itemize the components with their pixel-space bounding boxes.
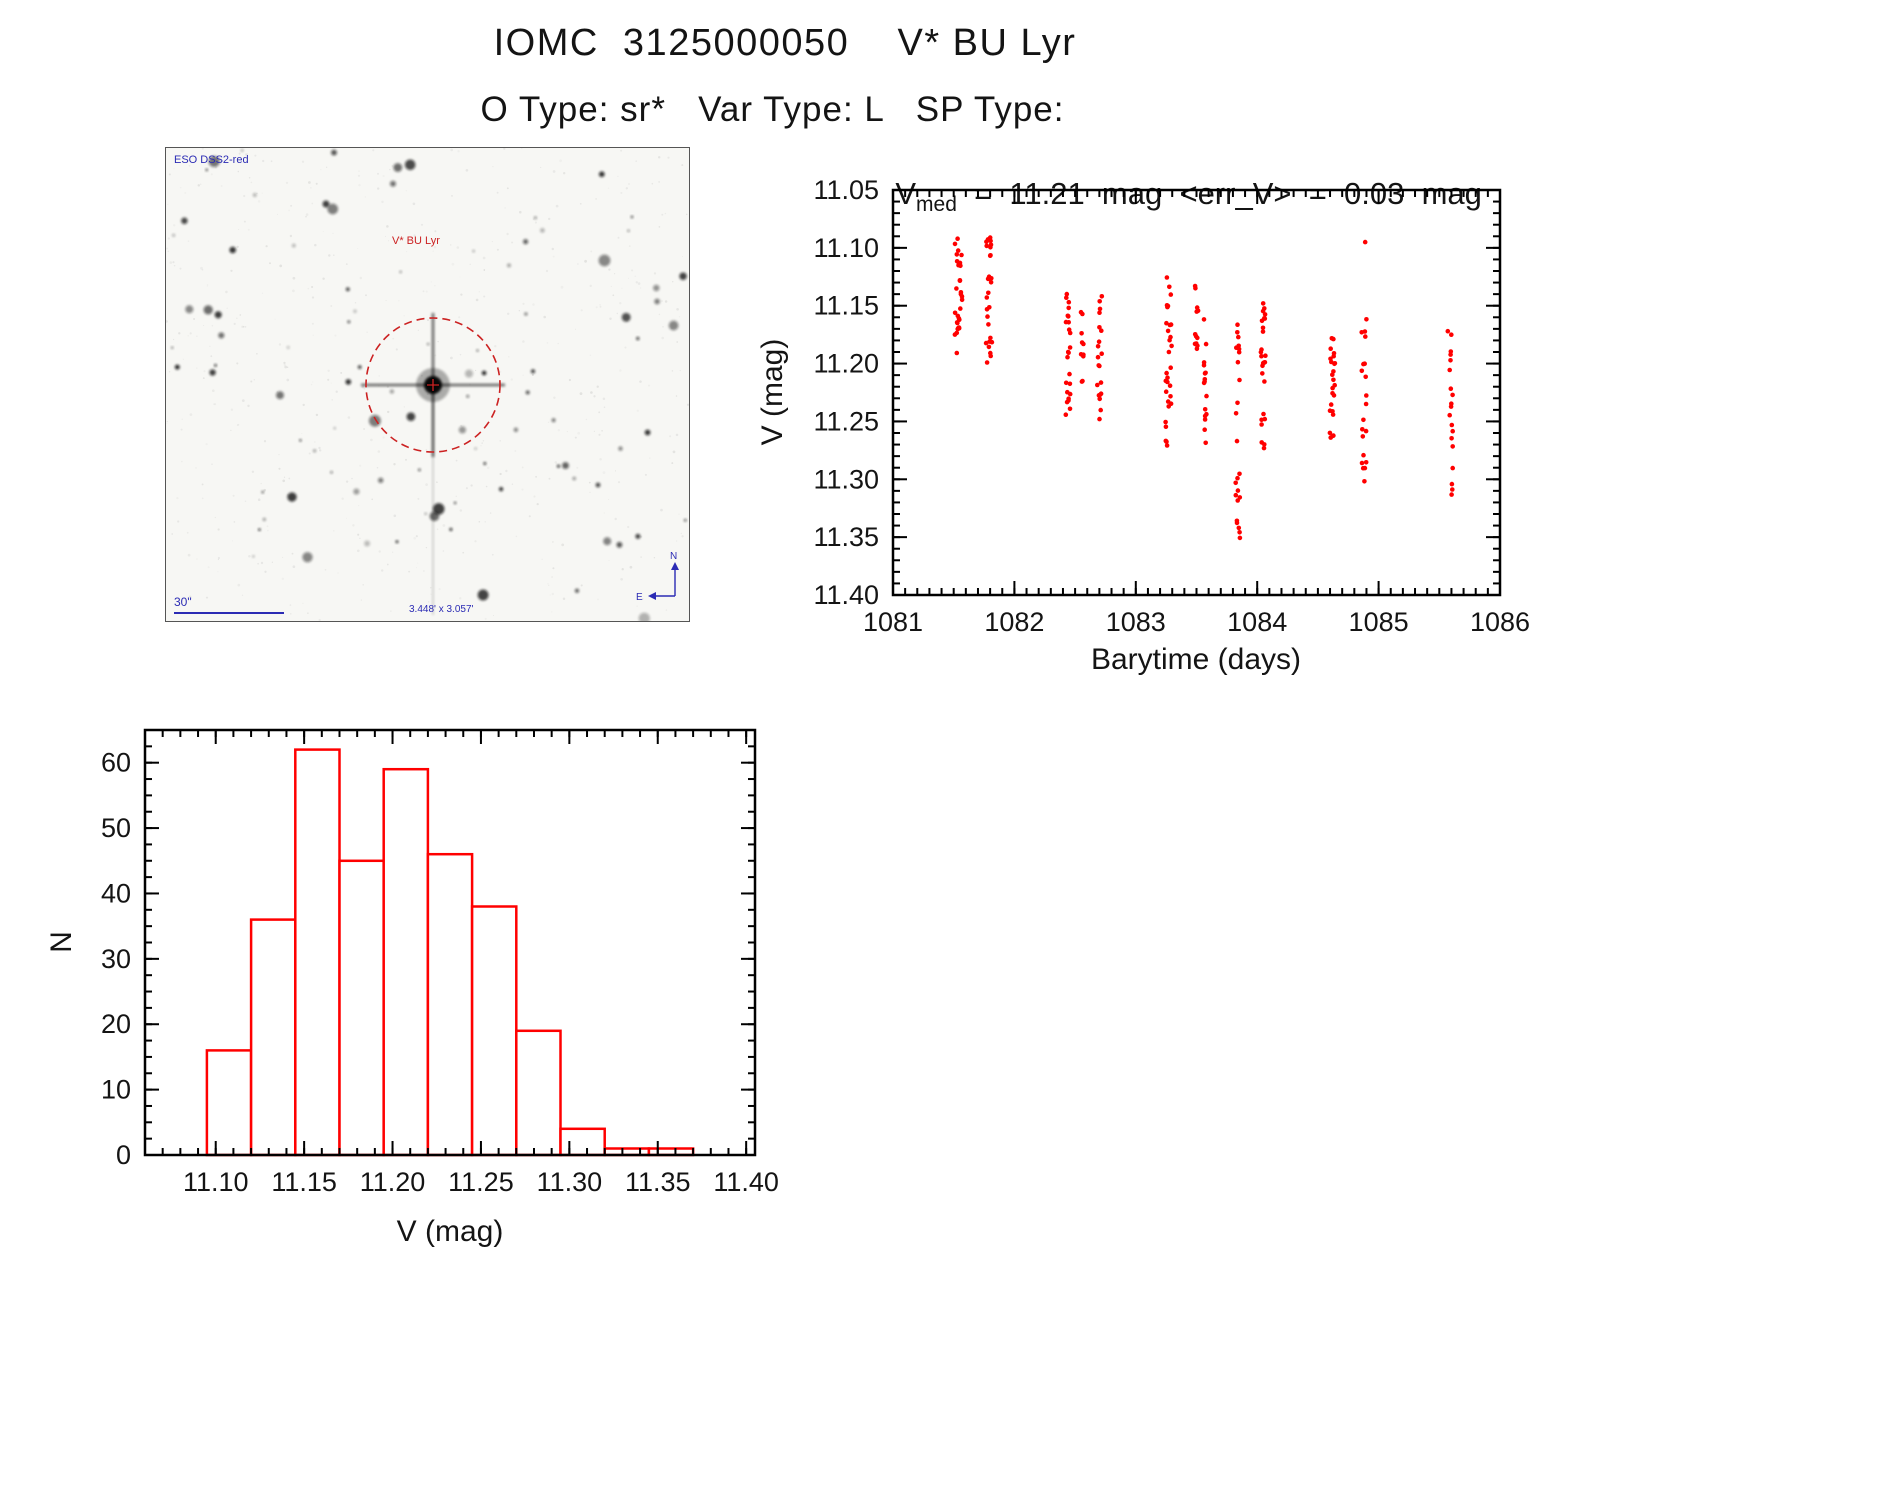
x-tick-label: 1083	[1106, 607, 1166, 637]
x-tick-label: 1086	[1470, 607, 1530, 637]
x-tick-label: 1081	[863, 607, 923, 637]
compass-icon: N E	[636, 551, 679, 603]
lightcurve-plot: 1081 1082 1083 1084 1085 1086 11.05 11.10 11.15 1…	[813, 175, 1530, 637]
x-tick-label: 11.40	[713, 1167, 779, 1197]
target-aperture-circle	[365, 317, 501, 453]
y-tick-label: 60	[101, 748, 131, 778]
histogram-bar	[249, 918, 297, 1157]
y-tick-label: 11.10	[813, 233, 879, 263]
compass-east-label: E	[636, 592, 643, 603]
y-tick-label: 0	[116, 1140, 131, 1170]
page-title: IOMC 3125000050 V* BU Lyr	[493, 22, 1077, 64]
histogram-x-axis-label: V (mag)	[396, 1215, 504, 1248]
y-tick-label: 11.20	[813, 349, 879, 379]
x-tick-label: 11.35	[625, 1167, 691, 1197]
target-marker-icon	[427, 379, 439, 391]
histogram-y-axis-label: N	[45, 931, 78, 953]
histogram-bar	[205, 1049, 253, 1157]
finder-chart-image: ESO DSS2-red V* BU Lyr 30" 3.448' x 3.05…	[166, 148, 689, 621]
y-tick-label: 11.15	[813, 291, 879, 321]
x-tick-label: 11.20	[360, 1167, 426, 1197]
x-tick-label: 1084	[1227, 607, 1287, 637]
lightcurve-y-axis-label: V (mag)	[756, 338, 789, 446]
lightcurve-x-axis-label: Barytime (days)	[1090, 643, 1302, 676]
lightcurve-title-suffix: = 11.21 mag <err_V> = 0.03 mag	[956, 176, 1482, 211]
histogram-bar	[515, 1029, 562, 1157]
y-tick-label: 11.30	[813, 464, 879, 494]
histogram-bar	[426, 852, 474, 1157]
histogram-bar	[338, 859, 385, 1157]
histogram-bar	[294, 748, 341, 1157]
histogram-plot: 11.10 11.15 11.20 11.25 11.30 11.35 11.40 0 10 20…	[101, 728, 779, 1197]
y-tick-label: 11.05	[813, 175, 879, 205]
plot-frame	[143, 728, 757, 1157]
x-tick-label: 11.15	[271, 1167, 337, 1197]
lightcurve-title-subscript: med	[916, 193, 957, 216]
survey-label: ESO DSS2-red	[174, 154, 249, 166]
histogram-bar	[559, 1127, 606, 1157]
x-tick-label: 11.25	[448, 1167, 514, 1197]
y-tick-label: 11.25	[813, 406, 879, 436]
histogram-bar	[470, 905, 518, 1157]
plot-frame	[891, 188, 1502, 597]
histogram-bars	[205, 748, 695, 1157]
y-tick-label: 20	[101, 1009, 131, 1039]
y-tick-label: 30	[101, 944, 131, 974]
histogram-bar	[382, 767, 430, 1157]
target-label: V* BU Lyr	[392, 235, 440, 247]
page-subtitle: O Type: sr* Var Type: L SP Type:	[480, 90, 1065, 129]
compass-north-label: N	[670, 551, 677, 562]
y-tick-label: 40	[101, 878, 131, 908]
y-tick-label: 11.40	[813, 580, 879, 610]
y-tick-label: 10	[101, 1075, 131, 1105]
x-tick-label: 11.30	[537, 1167, 603, 1197]
x-tick-label: 1082	[984, 607, 1044, 637]
y-tick-label: 50	[101, 813, 131, 843]
scatter-points	[952, 235, 1455, 541]
y-tick-label: 11.35	[813, 522, 879, 552]
x-tick-label: 11.10	[183, 1167, 249, 1197]
scale-label: 30"	[174, 595, 192, 609]
fov-label: 3.448' x 3.057'	[409, 604, 474, 615]
x-tick-label: 1085	[1349, 607, 1409, 637]
finder-chart: ESO DSS2-red V* BU Lyr 30" 3.448' x 3.05…	[165, 147, 690, 622]
